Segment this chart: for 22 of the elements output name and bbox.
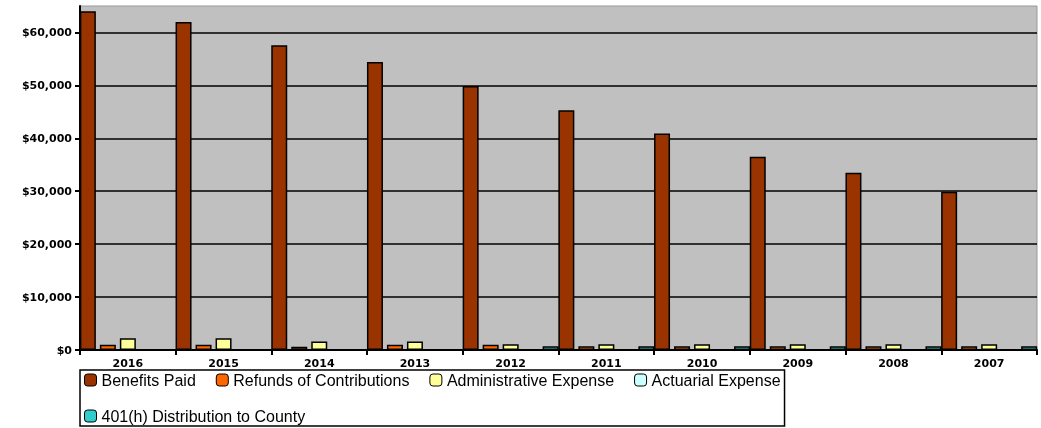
- x-tick-label: 2016: [112, 357, 144, 370]
- x-tick-label: 2009: [782, 357, 814, 370]
- x-tick-label: 2010: [686, 357, 718, 370]
- legend-label: Benefits Paid: [101, 371, 196, 389]
- legend-label: Actuarial Expense: [651, 371, 781, 389]
- legend-label: Administrative Expense: [446, 371, 615, 389]
- x-tick-label: 2015: [208, 357, 239, 370]
- y-tick-label: $40,000: [21, 131, 73, 145]
- y-tick-label: $60,000: [21, 25, 73, 39]
- x-tick-label: 2008: [878, 357, 909, 370]
- legend-label: 401(h) Distribution to County: [101, 407, 306, 425]
- x-tick-label: 2007: [973, 357, 1005, 370]
- y-tick-label: $0: [56, 343, 73, 357]
- y-tick-label: $30,000: [21, 184, 73, 198]
- x-tick-label: 2012: [495, 357, 526, 370]
- x-tick-label: 2014: [303, 357, 335, 370]
- legend-label: Refunds of Contributions: [233, 371, 410, 389]
- x-tick-label: 2011: [591, 357, 622, 370]
- y-tick-label: $10,000: [21, 290, 73, 304]
- x-tick-label: 2013: [399, 357, 431, 370]
- y-tick-label: $20,000: [21, 237, 73, 251]
- y-tick-label: $50,000: [21, 78, 73, 92]
